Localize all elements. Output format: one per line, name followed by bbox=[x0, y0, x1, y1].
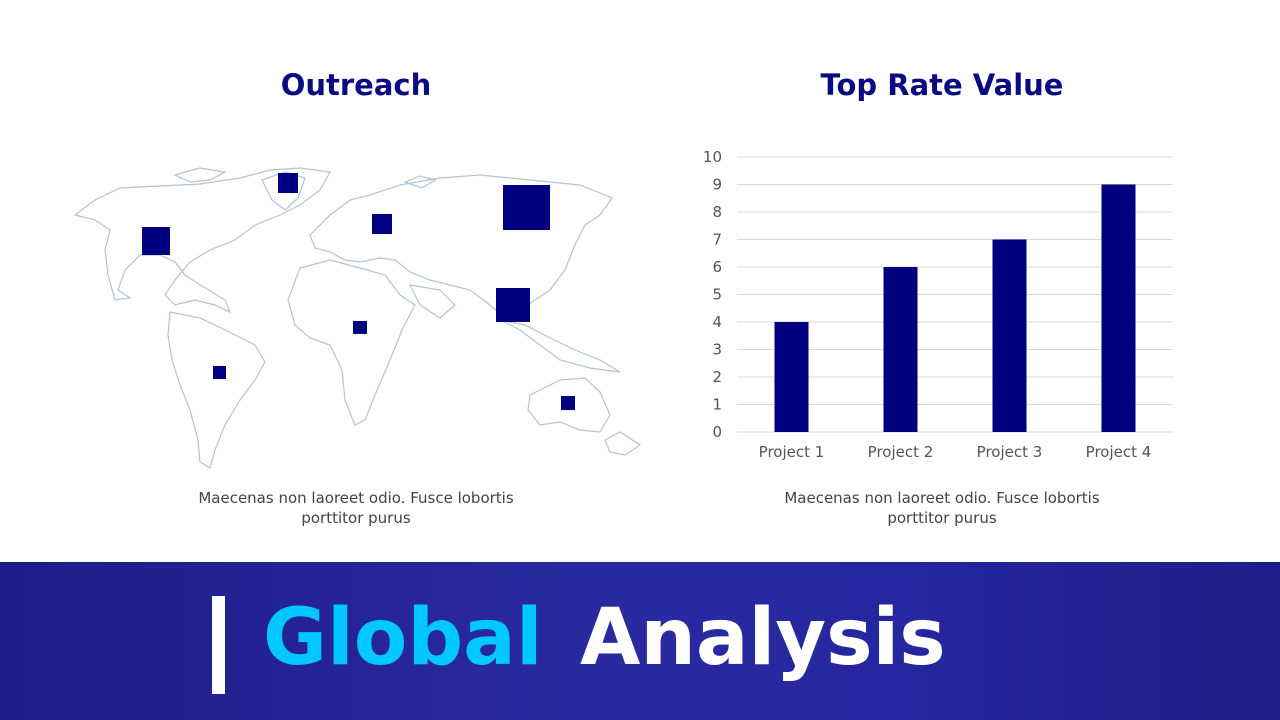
bar bbox=[992, 239, 1027, 432]
banner-highlight: Global bbox=[263, 593, 543, 683]
canvas: 0 1 2 3 4 5 6 7 8 9 10 Project 1 Project 2 Project 3 P… bbox=[73, 148, 1173, 469]
accent-bar bbox=[212, 596, 225, 694]
map-marker bbox=[353, 321, 367, 334]
map-marker bbox=[496, 288, 530, 322]
y-tick-label: 7 bbox=[712, 231, 722, 249]
y-tick-label: 2 bbox=[712, 368, 722, 386]
x-tick-label: Project 3 bbox=[977, 443, 1043, 461]
y-tick-label: 0 bbox=[712, 423, 722, 441]
map-marker bbox=[503, 185, 550, 230]
y-tick-label: 1 bbox=[712, 396, 722, 414]
bar bbox=[1101, 184, 1136, 432]
map-marker bbox=[213, 366, 226, 379]
banner-rest: Analysis bbox=[580, 593, 946, 683]
map-marker bbox=[561, 396, 575, 410]
x-tick-label: Project 1 bbox=[759, 443, 825, 461]
bar bbox=[883, 267, 918, 432]
map-marker bbox=[142, 227, 170, 255]
outreach-title: Outreach bbox=[280, 68, 432, 102]
y-tick-label: 9 bbox=[712, 176, 722, 194]
y-tick-label: 10 bbox=[703, 148, 722, 166]
outreach-caption: Maecenas non laoreet odio. Fusce loborti… bbox=[198, 489, 514, 527]
y-tick-label: 6 bbox=[712, 258, 722, 276]
x-tick-label: Project 4 bbox=[1086, 443, 1152, 461]
banner: Global Analysis bbox=[0, 562, 1280, 720]
chart-title: Top Rate Value bbox=[820, 68, 1064, 102]
outreach-markers bbox=[142, 173, 575, 410]
map-marker bbox=[372, 214, 392, 234]
x-tick-label: Project 2 bbox=[868, 443, 934, 461]
y-tick-label: 8 bbox=[712, 203, 722, 221]
y-tick-label: 4 bbox=[712, 313, 722, 331]
world-map bbox=[73, 167, 642, 469]
y-tick-label: 5 bbox=[712, 286, 722, 304]
map-marker bbox=[278, 173, 298, 193]
y-tick-label: 3 bbox=[712, 341, 722, 359]
chart-caption: Maecenas non laoreet odio. Fusce loborti… bbox=[784, 489, 1100, 527]
bar bbox=[774, 322, 809, 432]
